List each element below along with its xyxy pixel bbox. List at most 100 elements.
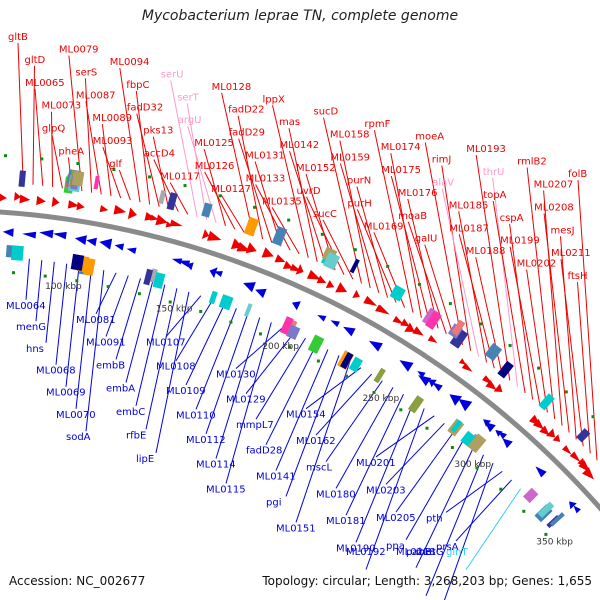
gene-label[interactable]: lppX <box>263 94 285 105</box>
gene-label[interactable]: ML0154 <box>286 410 326 421</box>
gene-label[interactable]: alaV <box>432 178 454 189</box>
gene-label[interactable]: ML0141 <box>256 471 296 482</box>
gene-label[interactable]: ML0187 <box>449 223 489 234</box>
gene-label[interactable]: accD4 <box>144 149 175 160</box>
gene-label[interactable]: glf <box>109 159 122 170</box>
gene-label[interactable]: ML0151 <box>276 523 316 534</box>
gene-label[interactable]: glpQ <box>42 124 65 135</box>
gene-label[interactable]: ML0091 <box>86 338 126 349</box>
gene-label[interactable]: ML0081 <box>76 315 116 326</box>
gene-label[interactable]: serU <box>161 69 184 80</box>
gene-label[interactable]: mas <box>279 117 300 128</box>
gene-label[interactable]: ML0181 <box>326 516 366 527</box>
gene-label[interactable]: fbpC <box>126 80 149 91</box>
gene-label[interactable]: hns <box>26 344 44 355</box>
gene-label[interactable]: serT <box>177 92 199 103</box>
gene-label[interactable]: ML0152 <box>296 163 336 174</box>
gene-label[interactable]: ML0208 <box>534 202 574 213</box>
gene-label[interactable]: ML0064 <box>6 301 46 312</box>
gene-label[interactable]: uvrD <box>297 186 321 197</box>
gene-label[interactable]: ML0109 <box>166 386 206 397</box>
gene-label[interactable]: pheA <box>58 147 84 158</box>
gene-label[interactable]: cspA <box>500 213 524 224</box>
gene-label[interactable]: pabB <box>406 547 432 558</box>
gene-label[interactable]: glnT <box>446 547 468 558</box>
gene-label[interactable]: ML0108 <box>156 362 196 373</box>
gene-label[interactable]: ML0068 <box>36 366 76 377</box>
gene-label[interactable]: mscL <box>306 463 332 474</box>
gene-label[interactable]: topA <box>483 190 506 201</box>
gene-label[interactable]: ML0115 <box>206 484 246 495</box>
gene-label[interactable]: ML0094 <box>110 57 150 68</box>
gene-label[interactable]: ML0218 <box>396 547 436 558</box>
gene-label[interactable]: sodA <box>66 432 91 443</box>
gene-label[interactable]: ML0162 <box>296 436 336 447</box>
gene-label[interactable]: ML0190 <box>336 543 376 554</box>
gene-label[interactable]: ML0201 <box>356 458 396 469</box>
gene-label[interactable]: mesJ <box>551 225 575 236</box>
gene-label[interactable]: ML0176 <box>398 188 438 199</box>
gene-label[interactable]: ML0129 <box>226 395 266 406</box>
gene-label[interactable]: embC <box>116 407 145 418</box>
gene-label[interactable]: lipE <box>136 454 154 465</box>
gene-label[interactable]: ML0159 <box>330 153 370 164</box>
gene-label[interactable]: rpmF <box>364 119 390 130</box>
gene-label[interactable]: ML0126 <box>195 161 235 172</box>
gene-label[interactable]: rfbE <box>126 430 146 441</box>
gene-label[interactable]: pgi <box>266 497 281 508</box>
gene-label[interactable]: ML0069 <box>46 388 86 399</box>
gene-label[interactable]: argU <box>178 115 202 126</box>
gene-label[interactable]: moeA <box>415 132 444 143</box>
gene-label[interactable]: serS <box>75 67 97 78</box>
gene-label[interactable]: ML0130 <box>216 370 256 381</box>
gene-label[interactable]: ML0185 <box>449 200 489 211</box>
gene-label[interactable]: ML0180 <box>316 489 356 500</box>
gene-label[interactable]: embA <box>106 384 135 395</box>
gene-label[interactable]: ML0114 <box>196 460 236 471</box>
gene-label[interactable]: ML0110 <box>176 410 216 421</box>
gene-label[interactable]: ftsH <box>568 271 588 282</box>
gene-label[interactable]: ML0089 <box>92 113 132 124</box>
gene-label[interactable]: fadD29 <box>229 128 265 139</box>
gene-label[interactable]: thrU <box>483 167 505 178</box>
gene-label[interactable]: ML0127 <box>211 184 251 195</box>
gene-label[interactable]: ML0135 <box>262 196 302 207</box>
gene-label[interactable]: ML0158 <box>330 130 370 141</box>
gene-label[interactable]: ML0175 <box>381 165 421 176</box>
gene-label[interactable]: ML0202 <box>517 259 557 270</box>
gene-label[interactable]: ML0112 <box>186 435 226 446</box>
gene-label[interactable]: pth <box>426 513 443 524</box>
gene-label[interactable]: embB <box>96 360 125 371</box>
gene-label[interactable]: prsA <box>436 542 459 553</box>
gene-label[interactable]: ML0117 <box>160 172 200 183</box>
gene-label[interactable]: fadD28 <box>246 446 282 457</box>
gene-label[interactable]: ML0174 <box>381 142 421 153</box>
gene-label[interactable]: gltD <box>25 55 46 66</box>
gene-label[interactable]: pks13 <box>143 126 173 137</box>
gene-label[interactable]: rmlB2 <box>517 157 547 168</box>
gene-label[interactable]: ppa <box>386 541 405 552</box>
gene-label[interactable]: ML0131 <box>245 151 285 162</box>
gene-label[interactable]: ML0193 <box>466 144 506 155</box>
gene-label[interactable]: ML0207 <box>534 180 574 191</box>
gene-label[interactable]: folB <box>568 169 587 180</box>
gene-label[interactable]: ML0188 <box>466 246 506 257</box>
gene-label[interactable]: ML0142 <box>280 140 320 151</box>
gene-label[interactable]: ML0128 <box>212 82 252 93</box>
gene-label[interactable]: galU <box>415 234 438 245</box>
gene-label[interactable]: moaB <box>398 211 427 222</box>
gene-label[interactable]: ML0133 <box>246 174 286 185</box>
gene-label[interactable]: metG <box>416 547 444 558</box>
gene-label[interactable]: ML0079 <box>59 45 99 56</box>
gene-label[interactable]: ML0065 <box>25 78 65 89</box>
gene-label[interactable]: ML0093 <box>93 136 133 147</box>
gene-label[interactable]: fadD22 <box>228 105 264 116</box>
gene-label[interactable]: ML0070 <box>56 410 96 421</box>
gene-label[interactable]: gltB <box>8 32 28 43</box>
gene-label[interactable]: sucC <box>313 209 337 220</box>
gene-label[interactable]: ML0205 <box>376 513 416 524</box>
gene-label[interactable]: purH <box>347 198 371 209</box>
gene-label[interactable]: ML0192 <box>346 547 386 558</box>
gene-label[interactable]: sucD <box>314 107 339 118</box>
gene-label[interactable]: rimJ <box>432 155 452 166</box>
